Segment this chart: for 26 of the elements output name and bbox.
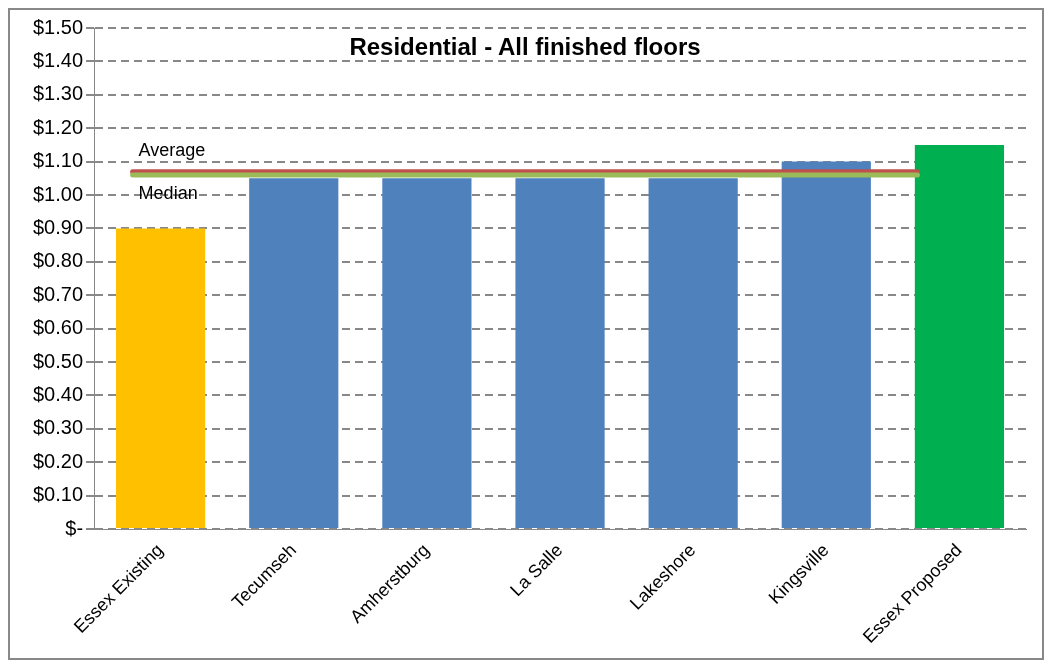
y-tick-label: $0.50	[32, 349, 84, 372]
chart-title: Residential - All finished floors	[349, 32, 701, 60]
y-tick-label: $0.10	[32, 483, 84, 506]
bar	[249, 178, 339, 529]
bar	[116, 228, 206, 529]
bar	[382, 178, 472, 529]
bar	[648, 178, 738, 529]
bar	[515, 178, 605, 529]
bar	[781, 161, 871, 529]
y-tick-label: $0.90	[32, 215, 84, 238]
y-tick-label: $1.40	[32, 48, 84, 71]
ref-line-label: Median	[138, 182, 198, 203]
ref-line-label: Average	[138, 139, 206, 160]
y-tick-label: $1.20	[32, 115, 84, 138]
y-tick-label: $0.60	[32, 316, 84, 339]
y-tick-label: $0.80	[32, 249, 84, 272]
y-tick-label: $1.50	[32, 15, 84, 38]
y-tick-label: $0.70	[32, 282, 84, 305]
y-tick-label: $0.20	[32, 449, 84, 472]
y-tick-label: $-	[65, 516, 84, 539]
bar	[914, 144, 1005, 529]
y-tick-label: $1.00	[32, 182, 84, 205]
y-tick-label: $0.30	[32, 416, 84, 439]
y-tick-label: $1.10	[32, 149, 84, 172]
y-tick-label: $0.40	[32, 382, 84, 405]
y-tick-label: $1.30	[32, 82, 84, 105]
